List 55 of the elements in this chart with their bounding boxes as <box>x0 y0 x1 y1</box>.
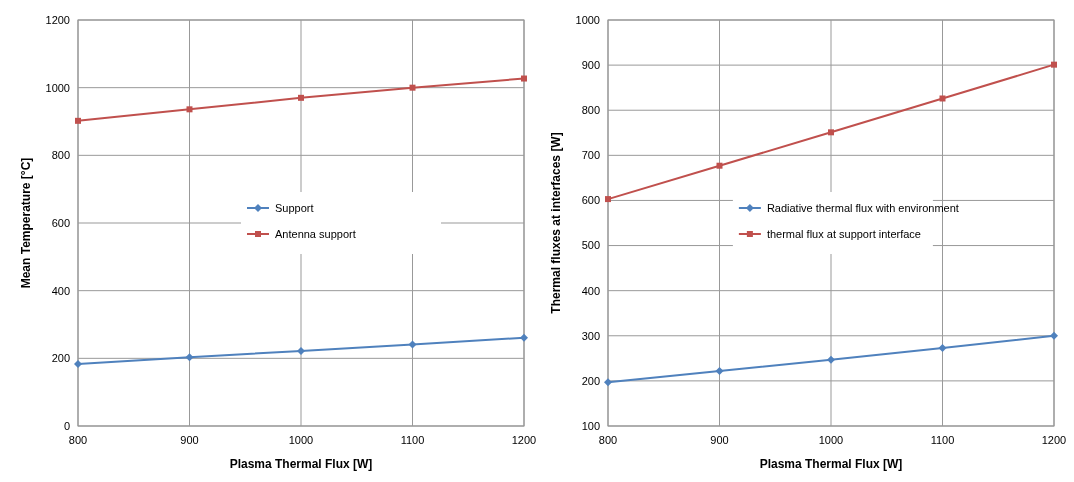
point <box>605 196 611 203</box>
y-tick-label: 800 <box>581 104 600 117</box>
y-axis-title: Mean Temperature [°C] <box>19 157 33 289</box>
x-tick-label: 1100 <box>930 434 955 446</box>
x-tick-label: 900 <box>180 434 199 446</box>
y-axis-title: Thermal fluxes at interfaces [W] <box>549 132 563 314</box>
y-tick-label: 500 <box>581 239 600 252</box>
point <box>716 162 723 169</box>
point <box>409 84 416 91</box>
y-tick-label: 1200 <box>45 13 70 26</box>
point <box>828 129 834 136</box>
x-tick-label: 1000 <box>818 434 844 446</box>
y-tick-label: 400 <box>581 284 600 297</box>
legend-label: Support <box>275 201 314 214</box>
x-tick-label: 1000 <box>288 434 314 446</box>
y-tick-label: 300 <box>581 329 600 342</box>
y-tick-label: 200 <box>581 374 600 387</box>
y-tick-label: 100 <box>581 419 600 432</box>
y-tick-label: 1000 <box>45 81 70 94</box>
point <box>185 353 194 362</box>
y-tick-label: 900 <box>581 58 600 71</box>
point <box>1050 331 1058 340</box>
y-tick-label: 700 <box>581 149 600 162</box>
point <box>938 343 947 352</box>
y-tick-label: 400 <box>51 284 70 297</box>
x-axis-title: Plasma Thermal Flux [W] <box>759 457 903 471</box>
x-tick-label: 1200 <box>511 434 537 446</box>
point <box>75 117 81 124</box>
x-tick-label: 900 <box>710 434 729 446</box>
y-tick-label: 800 <box>51 149 70 162</box>
point <box>298 94 304 101</box>
y-tick-label: 200 <box>51 352 70 365</box>
point <box>1051 61 1057 68</box>
point <box>74 360 82 369</box>
legend-label: Antenna support <box>275 227 356 240</box>
point <box>715 366 724 375</box>
x-tick-label: 800 <box>598 434 618 446</box>
x-axis-title: Plasma Thermal Flux [W] <box>229 457 373 471</box>
x-tick-label: 1200 <box>1041 434 1067 446</box>
point <box>186 106 193 113</box>
y-tick-label: 0 <box>63 419 70 432</box>
y-tick-label: 600 <box>51 216 70 229</box>
point <box>520 333 528 342</box>
legend-label: Radiative thermal flux with environment <box>766 201 959 214</box>
x-tick-label: 800 <box>68 434 88 446</box>
point <box>408 340 417 349</box>
y-tick-label: 1000 <box>575 13 600 26</box>
point <box>939 95 946 102</box>
point <box>827 355 835 364</box>
point <box>297 346 305 355</box>
x-tick-label: 1100 <box>400 434 425 446</box>
y-tick-label: 600 <box>581 194 600 207</box>
point <box>521 75 527 82</box>
point <box>604 378 612 387</box>
legend-label: thermal flux at support interface <box>766 227 921 240</box>
